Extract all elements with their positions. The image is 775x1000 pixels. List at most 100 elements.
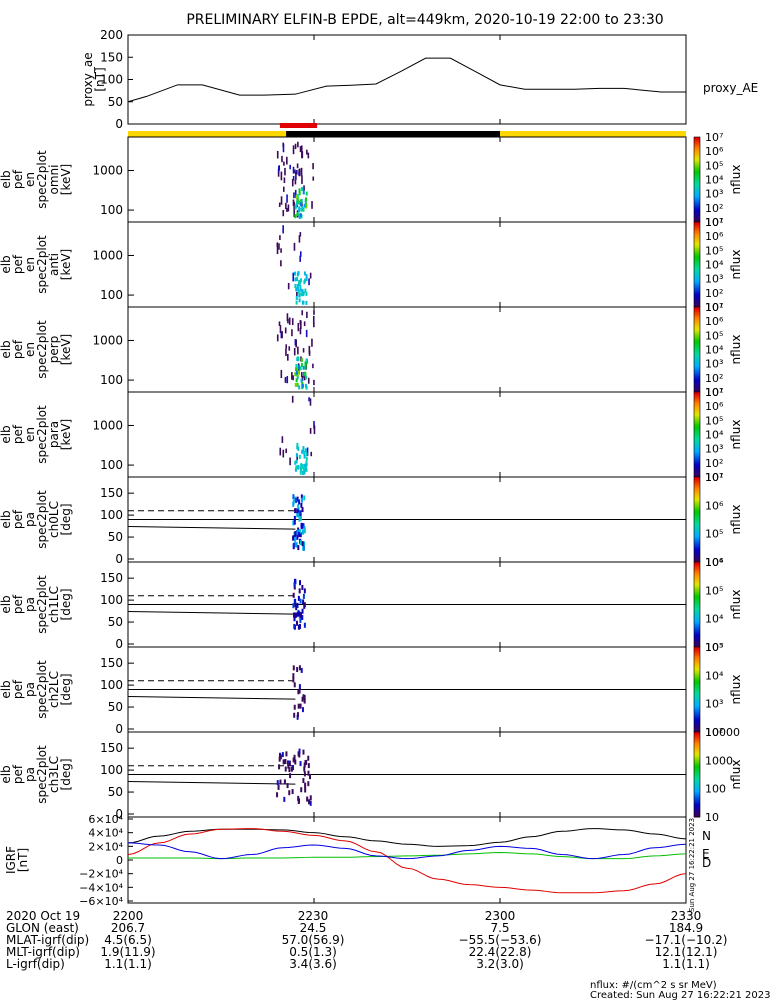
spectrogram-cell (303, 528, 306, 534)
colorbar-segment (694, 183, 700, 187)
spectrogram-cell (300, 524, 303, 530)
spectrogram-cell (299, 146, 302, 153)
igrf-series-line (127, 842, 687, 860)
colorbar-segment (694, 436, 700, 440)
colorbar-segment (694, 549, 700, 552)
spectrogram-cell (302, 523, 305, 529)
spectrogram-cell (295, 453, 298, 458)
y-tick-label: 100 (100, 593, 123, 607)
spectrogram-cell (296, 277, 299, 282)
spectrogram-cell (295, 370, 298, 375)
colorbar-tick-label: 10⁴ (705, 556, 724, 569)
ephem-value: 22.4(22.8) (469, 945, 532, 959)
units-note: nflux: #/(cm^2 s sr MeV) (590, 980, 717, 991)
colorbar-segment (694, 277, 700, 280)
colorbar-segment (694, 763, 700, 767)
panel-frame (127, 221, 687, 308)
ephem-row-label: MLT-igrf(dip) (6, 945, 80, 959)
colorbar-tick-label: 10⁵ (705, 528, 723, 541)
colorbar-segment (694, 353, 700, 357)
colorbar-tick-label: 10² (705, 202, 723, 215)
colorbar-segment (694, 213, 700, 217)
colorbar-segment (694, 481, 700, 484)
spectrogram-cell (298, 588, 301, 594)
y-axis-label: ch2LC (47, 671, 61, 708)
spectrogram-cell (303, 203, 306, 208)
spectrogram-cell (283, 177, 286, 184)
colorbar-segment (694, 738, 700, 741)
spectrogram-cell (299, 598, 302, 604)
y-axis-label: IGRF (4, 846, 18, 874)
spectrogram-cell (280, 171, 283, 181)
spectrogram-cell (297, 271, 300, 276)
time-tick-label: 2330 (671, 909, 702, 923)
colorbar-tick-label: 10⁷ (705, 386, 723, 399)
spectrogram-cell (306, 311, 308, 319)
colorbar-segment (694, 483, 700, 486)
colorbar-segment (694, 632, 700, 635)
spectrogram-cell (296, 445, 299, 450)
spectrogram-cell (304, 365, 307, 370)
colorbar-segment (694, 508, 700, 512)
spectrogram-cell (294, 382, 297, 387)
colorbar-segment (694, 515, 700, 518)
y-axis-label: spec2plot (35, 235, 49, 294)
spectrogram-cell (286, 760, 289, 766)
colorbar-segment (694, 587, 700, 591)
colorbar-tick-label: 10⁷ (705, 131, 723, 144)
colorbar-tick-label: 10⁶ (705, 400, 724, 413)
spectrogram-cell (307, 755, 310, 761)
spectrogram-cell (301, 310, 304, 316)
spectrogram-cell (295, 287, 298, 292)
colorbar-segment (694, 253, 700, 257)
igrf-series-line (127, 828, 687, 894)
colorbar-tick-label: 10000 (705, 726, 740, 739)
colorbar-segment (694, 778, 700, 782)
spectrogram-cell (303, 454, 306, 459)
spectrogram-cell (297, 346, 299, 355)
spectrogram-cell (295, 363, 298, 368)
spectrogram-cell (300, 667, 303, 673)
spectrogram-cell (298, 235, 301, 243)
spectrogram-cell (301, 383, 304, 388)
y-tick-label: 150 (100, 486, 123, 500)
spectrogram-cell (304, 371, 307, 376)
spectrogram-cell (309, 272, 312, 279)
colorbar-segment (694, 579, 700, 582)
igrf-legend-entry: N (702, 829, 711, 843)
colorbar-segment (694, 326, 700, 329)
spectrogram-cell (292, 501, 295, 507)
colorbar-tick-label: 10¹ (705, 216, 723, 229)
y-axis-label: [deg] (59, 589, 73, 621)
colorbar-segment (694, 147, 700, 151)
spectrogram-cell (296, 508, 299, 514)
colorbar-segment (694, 551, 700, 554)
colorbar-segment (694, 440, 700, 444)
y-axis-label: spec2plot (35, 405, 49, 464)
colorbar-segment (694, 710, 700, 714)
spectrogram-cell (302, 778, 305, 784)
spectrogram-cell (278, 321, 281, 326)
spectrogram-cell (298, 454, 301, 459)
spectrogram-cell (298, 171, 300, 176)
colorbar-tick-label: 10⁵ (705, 159, 723, 172)
panel-frame (127, 136, 687, 223)
colorbar-segment (694, 689, 700, 693)
science-zone-bar (500, 131, 686, 137)
y-tick-label: 50 (108, 95, 123, 109)
spectrogram-cell (303, 766, 306, 772)
colorbar-segment (694, 617, 700, 620)
colorbar-segment (694, 283, 700, 287)
colorbar-segment (694, 266, 700, 270)
spectrogram-cell (279, 779, 282, 785)
colorbar-segment (694, 500, 700, 503)
y-axis-label: pa (23, 597, 37, 612)
spectrogram-cell (298, 688, 301, 694)
spectrogram-cell (312, 163, 314, 170)
y-tick-label: 4×10⁴ (88, 827, 123, 840)
colorbar-segment (694, 372, 700, 376)
spectrogram-cell (305, 291, 308, 296)
colorbar-segment (694, 171, 700, 174)
colorbar-segment (694, 468, 700, 472)
spectrogram-cell (297, 323, 300, 332)
